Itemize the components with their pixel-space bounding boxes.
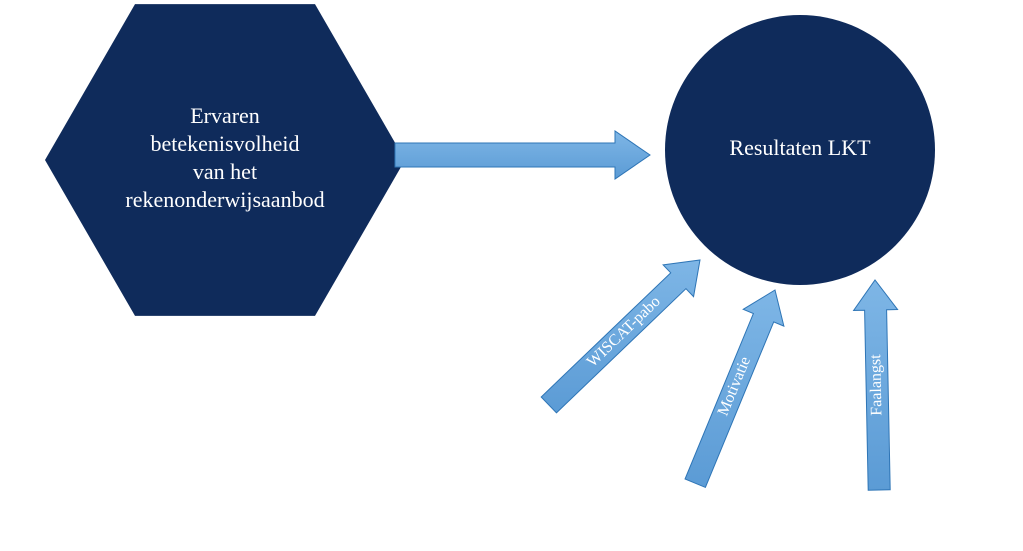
hexagon-label-line: Ervaren bbox=[190, 103, 260, 128]
hexagon-label-line: rekenonderwijsaanbod bbox=[125, 187, 324, 212]
arrow-label: Faalangst bbox=[867, 354, 885, 416]
hexagon-label-line: betekenisvolheid bbox=[150, 131, 299, 156]
hexagon-label-line: van het bbox=[193, 159, 257, 184]
arrow-label: WISCAT-pabo bbox=[584, 293, 664, 371]
arrow-main bbox=[395, 131, 650, 179]
circle-label: Resultaten LKT bbox=[729, 135, 871, 160]
